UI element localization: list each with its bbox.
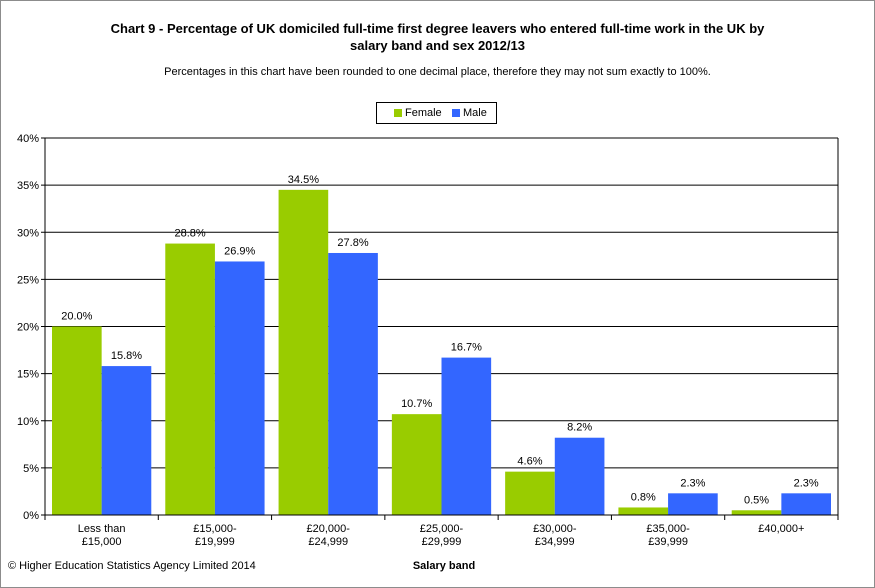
legend-swatch-female xyxy=(394,109,402,117)
data-label-female-2: 34.5% xyxy=(288,174,319,186)
chart-legend: Female Male xyxy=(376,102,497,124)
x-tick-label-3: £29,999 xyxy=(422,536,462,548)
data-label-male-4: 8.2% xyxy=(567,422,592,434)
x-tick-label-4: £34,999 xyxy=(535,536,575,548)
data-label-female-1: 28.8% xyxy=(175,228,206,240)
chart-title-line-2: salary band and sex 2012/13 xyxy=(350,38,525,53)
x-tick-label-2: £20,000- xyxy=(306,523,350,535)
copyright-text: © Higher Education Statistics Agency Lim… xyxy=(8,560,256,572)
data-label-female-3: 10.7% xyxy=(401,398,432,410)
data-label-female-5: 0.8% xyxy=(631,491,656,503)
bar-male-0 xyxy=(101,366,152,515)
bar-female-1 xyxy=(165,243,215,515)
x-axis-title: Salary band xyxy=(413,560,475,572)
legend-swatch-male xyxy=(452,109,460,117)
data-label-male-6: 2.3% xyxy=(794,477,819,489)
data-label-male-2: 27.8% xyxy=(337,237,368,249)
bars xyxy=(52,189,831,516)
x-tick-label-3: £25,000- xyxy=(420,523,464,535)
data-label-male-0: 15.8% xyxy=(111,350,142,362)
y-tick-label: 40% xyxy=(17,133,39,145)
y-tick-label: 5% xyxy=(23,463,39,475)
x-tick-label-0: Less than xyxy=(78,523,126,535)
bar-male-4 xyxy=(554,437,605,515)
bar-female-4 xyxy=(505,471,555,515)
data-label-female-4: 4.6% xyxy=(517,456,542,468)
x-tick-label-6: £40,000+ xyxy=(758,523,804,535)
x-tick-label-5: £39,999 xyxy=(648,536,688,548)
bar-female-2 xyxy=(278,189,329,515)
data-labels: 20.0% 15.8% 28.8% 26.9% 34.5% 27.8% 10.7% 16.7%… xyxy=(61,174,819,506)
data-label-male-5: 2.3% xyxy=(680,477,705,489)
chart-title-line-1: Chart 9 - Percentage of UK domiciled ful… xyxy=(110,21,765,36)
x-tick-label-0: £15,000 xyxy=(82,536,122,548)
y-tick-label: 20% xyxy=(17,322,39,334)
legend-label-female: Female xyxy=(405,107,442,119)
data-label-male-3: 16.7% xyxy=(451,342,482,354)
bar-female-6 xyxy=(731,510,782,515)
bar-female-5 xyxy=(618,507,669,515)
bar-male-6 xyxy=(781,493,831,515)
y-tick-label: 25% xyxy=(17,274,39,286)
x-tick-label-2: £24,999 xyxy=(308,536,348,548)
data-label-female-6: 0.5% xyxy=(744,494,769,506)
y-tick-label: 35% xyxy=(17,180,39,192)
chart-title: Chart 9 - Percentage of UK domiciled ful… xyxy=(0,20,875,54)
bar-male-2 xyxy=(328,252,378,516)
chart-subtitle: Percentages in this chart have been roun… xyxy=(164,66,711,78)
bar-male-5 xyxy=(668,493,718,515)
data-label-female-0: 20.0% xyxy=(61,311,92,323)
legend-item-female: Female xyxy=(394,107,442,119)
y-tick-label: 15% xyxy=(17,369,39,381)
bar-female-0 xyxy=(52,326,102,515)
x-tick-label-4: £30,000- xyxy=(533,523,577,535)
x-tick-label-1: £15,000- xyxy=(193,523,237,535)
bar-male-1 xyxy=(214,261,265,515)
legend-item-male: Male xyxy=(452,107,487,119)
data-label-male-1: 26.9% xyxy=(224,245,255,257)
x-tick-label-5: £35,000- xyxy=(646,523,690,535)
axes: 0%5%10%15%20%25%30%35%40%Less than£15,00… xyxy=(17,133,839,548)
bar-female-3 xyxy=(391,414,442,515)
y-tick-label: 30% xyxy=(17,227,39,239)
y-tick-label: 10% xyxy=(17,416,39,428)
y-tick-label: 0% xyxy=(23,510,39,522)
bar-male-3 xyxy=(441,357,492,515)
legend-label-male: Male xyxy=(463,107,487,119)
x-tick-label-1: £19,999 xyxy=(195,536,235,548)
